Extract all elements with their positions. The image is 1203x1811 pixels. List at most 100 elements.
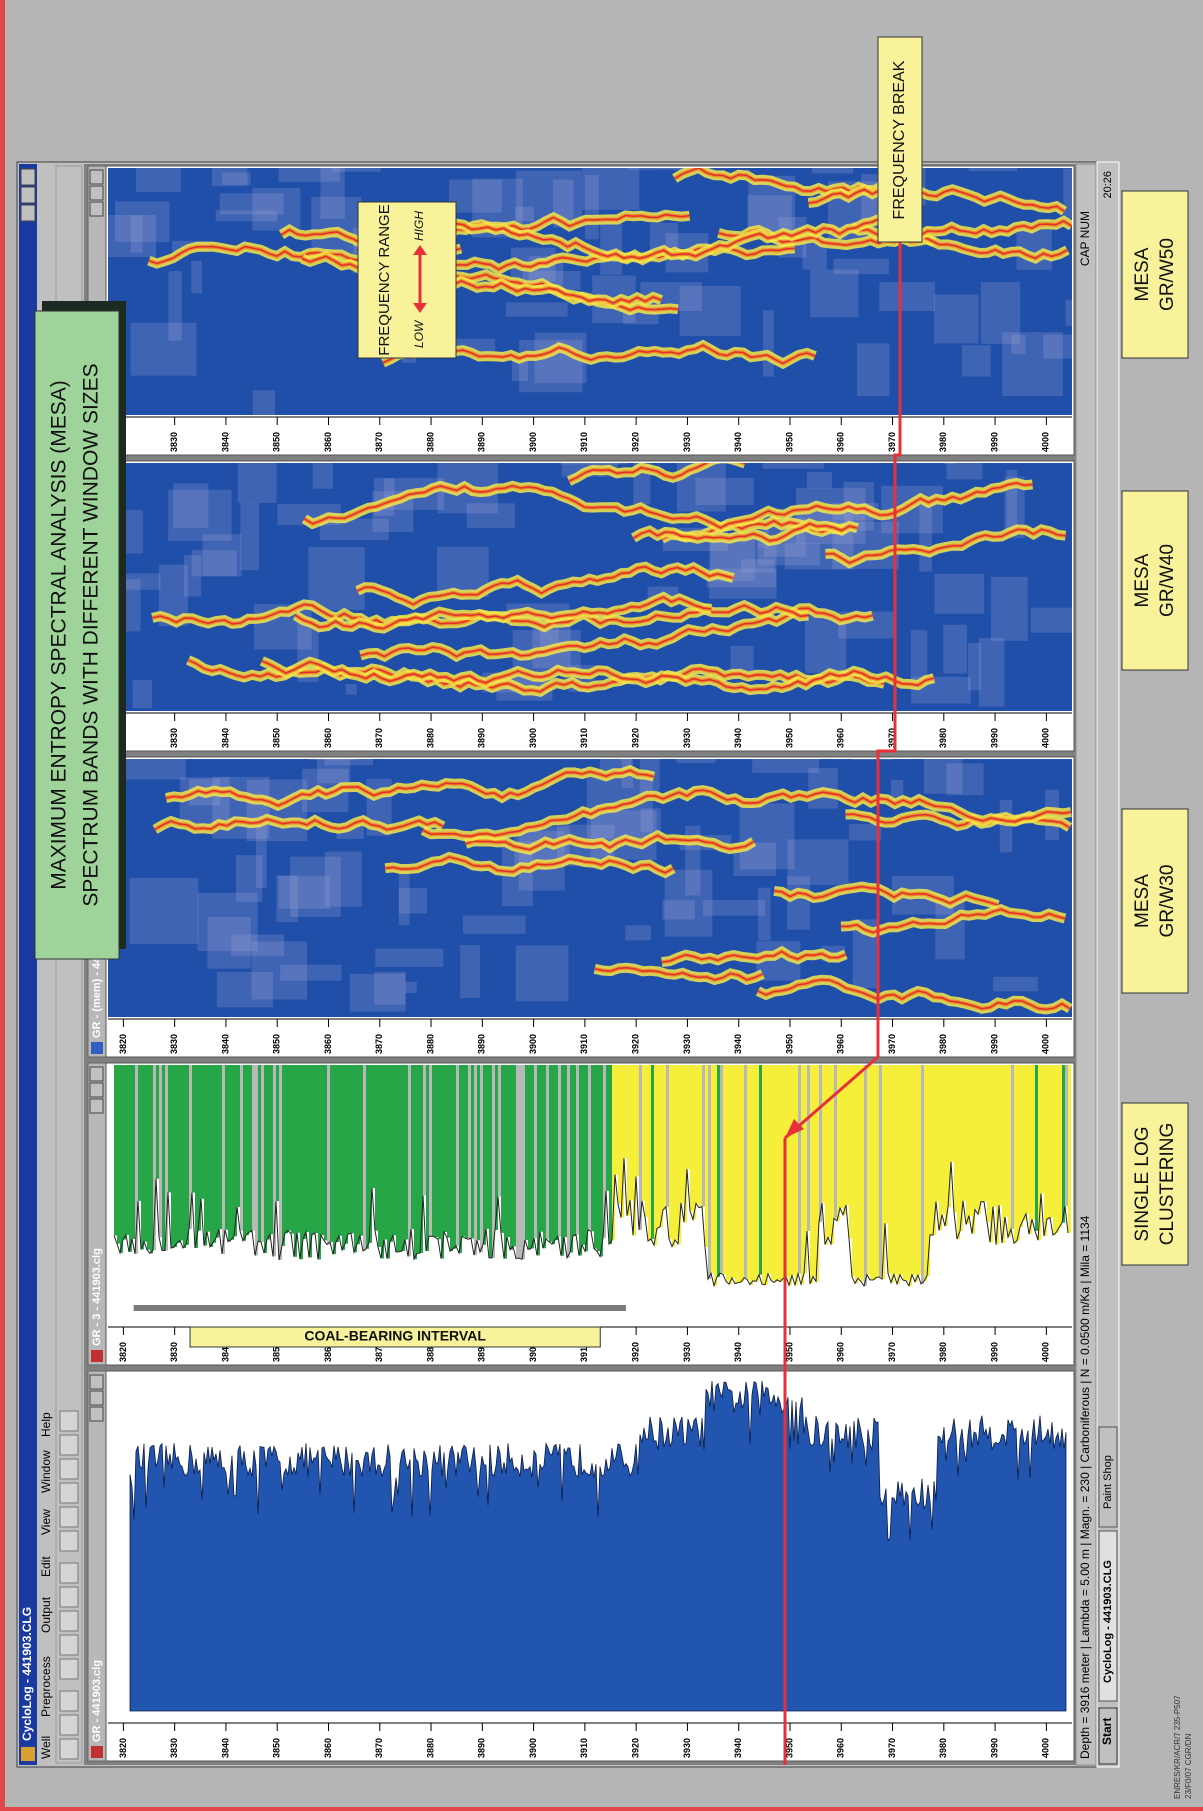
cluster-band xyxy=(399,1065,402,1252)
spectrum-haze xyxy=(449,180,502,213)
cluster-band xyxy=(672,1065,675,1247)
menu-item[interactable]: Output xyxy=(39,1596,53,1633)
window-title: CycloLog - 441903.CLG xyxy=(20,1607,34,1741)
menu-item[interactable]: View xyxy=(39,1509,53,1535)
panel-title: GR - 3 - 441903.clg xyxy=(91,1248,103,1346)
toolbar-button[interactable] xyxy=(60,1483,78,1503)
depth-tick-label: 3940 xyxy=(733,1738,743,1758)
depth-tick-label: 3950 xyxy=(784,432,794,452)
cluster-band xyxy=(750,1065,753,1285)
cluster-band xyxy=(267,1065,270,1240)
cluster-band xyxy=(258,1065,261,1241)
cluster-band xyxy=(489,1065,492,1258)
menu-item[interactable]: Well xyxy=(39,1736,53,1759)
spectrum-haze xyxy=(582,161,639,210)
cluster-band xyxy=(945,1065,948,1226)
cluster-band xyxy=(537,1065,540,1255)
cluster-band xyxy=(270,1065,273,1234)
cluster-band xyxy=(162,1065,165,1250)
cluster-band xyxy=(246,1065,249,1235)
cluster-band xyxy=(828,1065,831,1237)
menu-item[interactable]: Preprocess xyxy=(39,1656,53,1717)
depth-tick-label: 3930 xyxy=(682,432,692,452)
toolbar-button[interactable] xyxy=(60,1691,78,1711)
panel-button[interactable] xyxy=(90,202,103,216)
spectrum-haze xyxy=(703,900,765,916)
panel-button[interactable] xyxy=(90,186,103,200)
toolbar-button[interactable] xyxy=(60,1507,78,1527)
window-button[interactable] xyxy=(21,187,35,203)
panel-button[interactable] xyxy=(90,1375,103,1389)
cluster-band xyxy=(924,1065,927,1281)
panel-button[interactable] xyxy=(90,1391,103,1405)
cluster-band xyxy=(255,1065,258,1256)
depth-tick-label: 4000 xyxy=(1041,432,1051,452)
panel-button[interactable] xyxy=(90,1099,103,1113)
cluster-band xyxy=(717,1065,720,1277)
depth-tick-label: 3920 xyxy=(631,728,641,748)
cluster-band xyxy=(978,1065,981,1214)
cluster-band xyxy=(876,1065,879,1278)
cluster-band xyxy=(789,1065,792,1285)
cluster-band xyxy=(123,1065,126,1240)
cluster-band xyxy=(375,1065,378,1231)
panel-button[interactable] xyxy=(90,1407,103,1421)
cluster-band xyxy=(297,1065,300,1233)
menu-item[interactable]: Window xyxy=(39,1450,53,1493)
panel-button[interactable] xyxy=(90,1083,103,1097)
cluster-band xyxy=(120,1065,123,1253)
cluster-band xyxy=(663,1065,666,1210)
toolbar-button[interactable] xyxy=(60,1435,78,1455)
cluster-band xyxy=(870,1065,873,1280)
cluster-band xyxy=(372,1065,375,1188)
depth-tick-label: 3920 xyxy=(631,1034,641,1054)
freq-break-label: FREQUENCY BREAK xyxy=(891,60,908,219)
headline: MAXIMUM ENTROPY SPECTRAL ANALYSIS (MESA) xyxy=(48,380,71,890)
toolbar-button[interactable] xyxy=(60,1739,78,1759)
caption-line: SINGLE LOG xyxy=(1132,1126,1153,1241)
toolbar-button[interactable] xyxy=(60,1659,78,1679)
cluster-band xyxy=(192,1065,195,1193)
window-button[interactable] xyxy=(21,169,35,185)
menu-item[interactable]: Edit xyxy=(39,1556,53,1577)
cluster-band xyxy=(534,1065,537,1238)
panel-button[interactable] xyxy=(90,170,103,184)
toolbar-button[interactable] xyxy=(60,1611,78,1631)
cluster-band xyxy=(573,1065,576,1236)
cluster-band xyxy=(357,1065,360,1244)
spectrum-haze xyxy=(516,945,569,1001)
toolbar-button[interactable] xyxy=(60,1459,78,1479)
spectrum-haze xyxy=(943,625,967,674)
toolbar-button[interactable] xyxy=(60,1411,78,1431)
cluster-band xyxy=(975,1065,978,1210)
depth-tick-label: 3880 xyxy=(425,432,435,452)
depth-tick-label: 3860 xyxy=(323,1738,333,1758)
panel-button[interactable] xyxy=(90,1067,103,1081)
cluster-band xyxy=(669,1065,672,1239)
cluster-band xyxy=(480,1065,483,1252)
cluster-band xyxy=(861,1065,864,1282)
window-button[interactable] xyxy=(21,205,35,221)
cluster-band xyxy=(942,1065,945,1215)
toolbar-button[interactable] xyxy=(60,1587,78,1607)
cluster-band xyxy=(645,1065,648,1217)
coal-interval-bar xyxy=(134,1305,626,1311)
cluster-band xyxy=(771,1065,774,1280)
cluster-band xyxy=(1059,1065,1062,1228)
cluster-band xyxy=(177,1065,180,1243)
depth-tick-label: 3840 xyxy=(220,1034,230,1054)
cluster-band xyxy=(306,1065,309,1232)
cluster-band xyxy=(849,1065,852,1239)
cluster-band xyxy=(183,1065,186,1248)
cluster-band xyxy=(759,1065,762,1275)
toolbar-button[interactable] xyxy=(60,1715,78,1735)
spectrum-haze xyxy=(807,472,832,489)
toolbar-button[interactable] xyxy=(60,1563,78,1583)
toolbar-button[interactable] xyxy=(60,1531,78,1551)
cluster-band xyxy=(498,1065,501,1197)
menu-item[interactable]: Help xyxy=(39,1412,53,1437)
cluster-band xyxy=(588,1065,591,1230)
cluster-band xyxy=(837,1065,840,1221)
cluster-band xyxy=(1005,1065,1008,1217)
toolbar-button[interactable] xyxy=(60,1635,78,1655)
